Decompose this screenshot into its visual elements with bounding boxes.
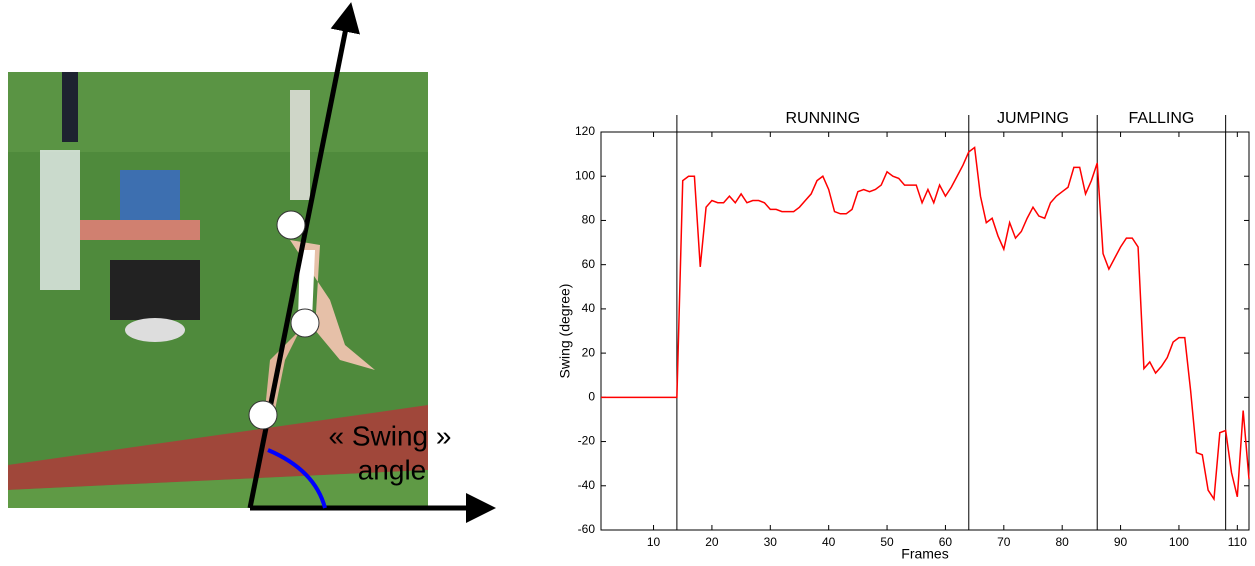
phase-label: JUMPING [997,110,1069,127]
x-tick-label: 40 [822,535,836,549]
phase-label: FALLING [1129,110,1195,127]
marker [248,400,278,430]
y-tick-label: 80 [582,213,596,227]
x-tick-label: 20 [705,535,719,549]
x-axis-label: Frames [901,546,948,562]
x-tick-label: 60 [939,535,953,549]
marker [276,210,306,240]
x-tick-label: 30 [764,535,778,549]
angle-arc [267,448,327,509]
x-tick-label: 10 [647,535,661,549]
y-tick-label: 40 [582,301,596,315]
y-tick-label: -40 [578,478,596,492]
y-axis-label: Swing (degree) [557,284,573,379]
photo [8,72,428,508]
data-line [601,146,1250,502]
annotation: « Swing » [329,420,452,451]
phase-label: RUNNING [786,110,861,127]
x-tick-label: 70 [997,535,1011,549]
x-tick-label: 50 [880,535,894,549]
annotation: angle [358,454,427,485]
x-tick-label: 90 [1114,535,1128,549]
marker [290,308,320,338]
y-tick-label: 120 [575,124,595,138]
y-tick-label: 20 [582,345,596,359]
y-tick-label: 100 [575,168,595,182]
y-tick-label: -60 [578,522,596,536]
x-tick-label: 100 [1169,535,1189,549]
y-tick-label: 60 [582,257,596,271]
y-tick-label: 0 [588,390,595,404]
x-tick-label: 110 [1228,535,1247,549]
x-tick-label: 80 [1056,535,1070,549]
y-tick-label: -20 [578,434,596,448]
plot-frame [600,131,1250,531]
